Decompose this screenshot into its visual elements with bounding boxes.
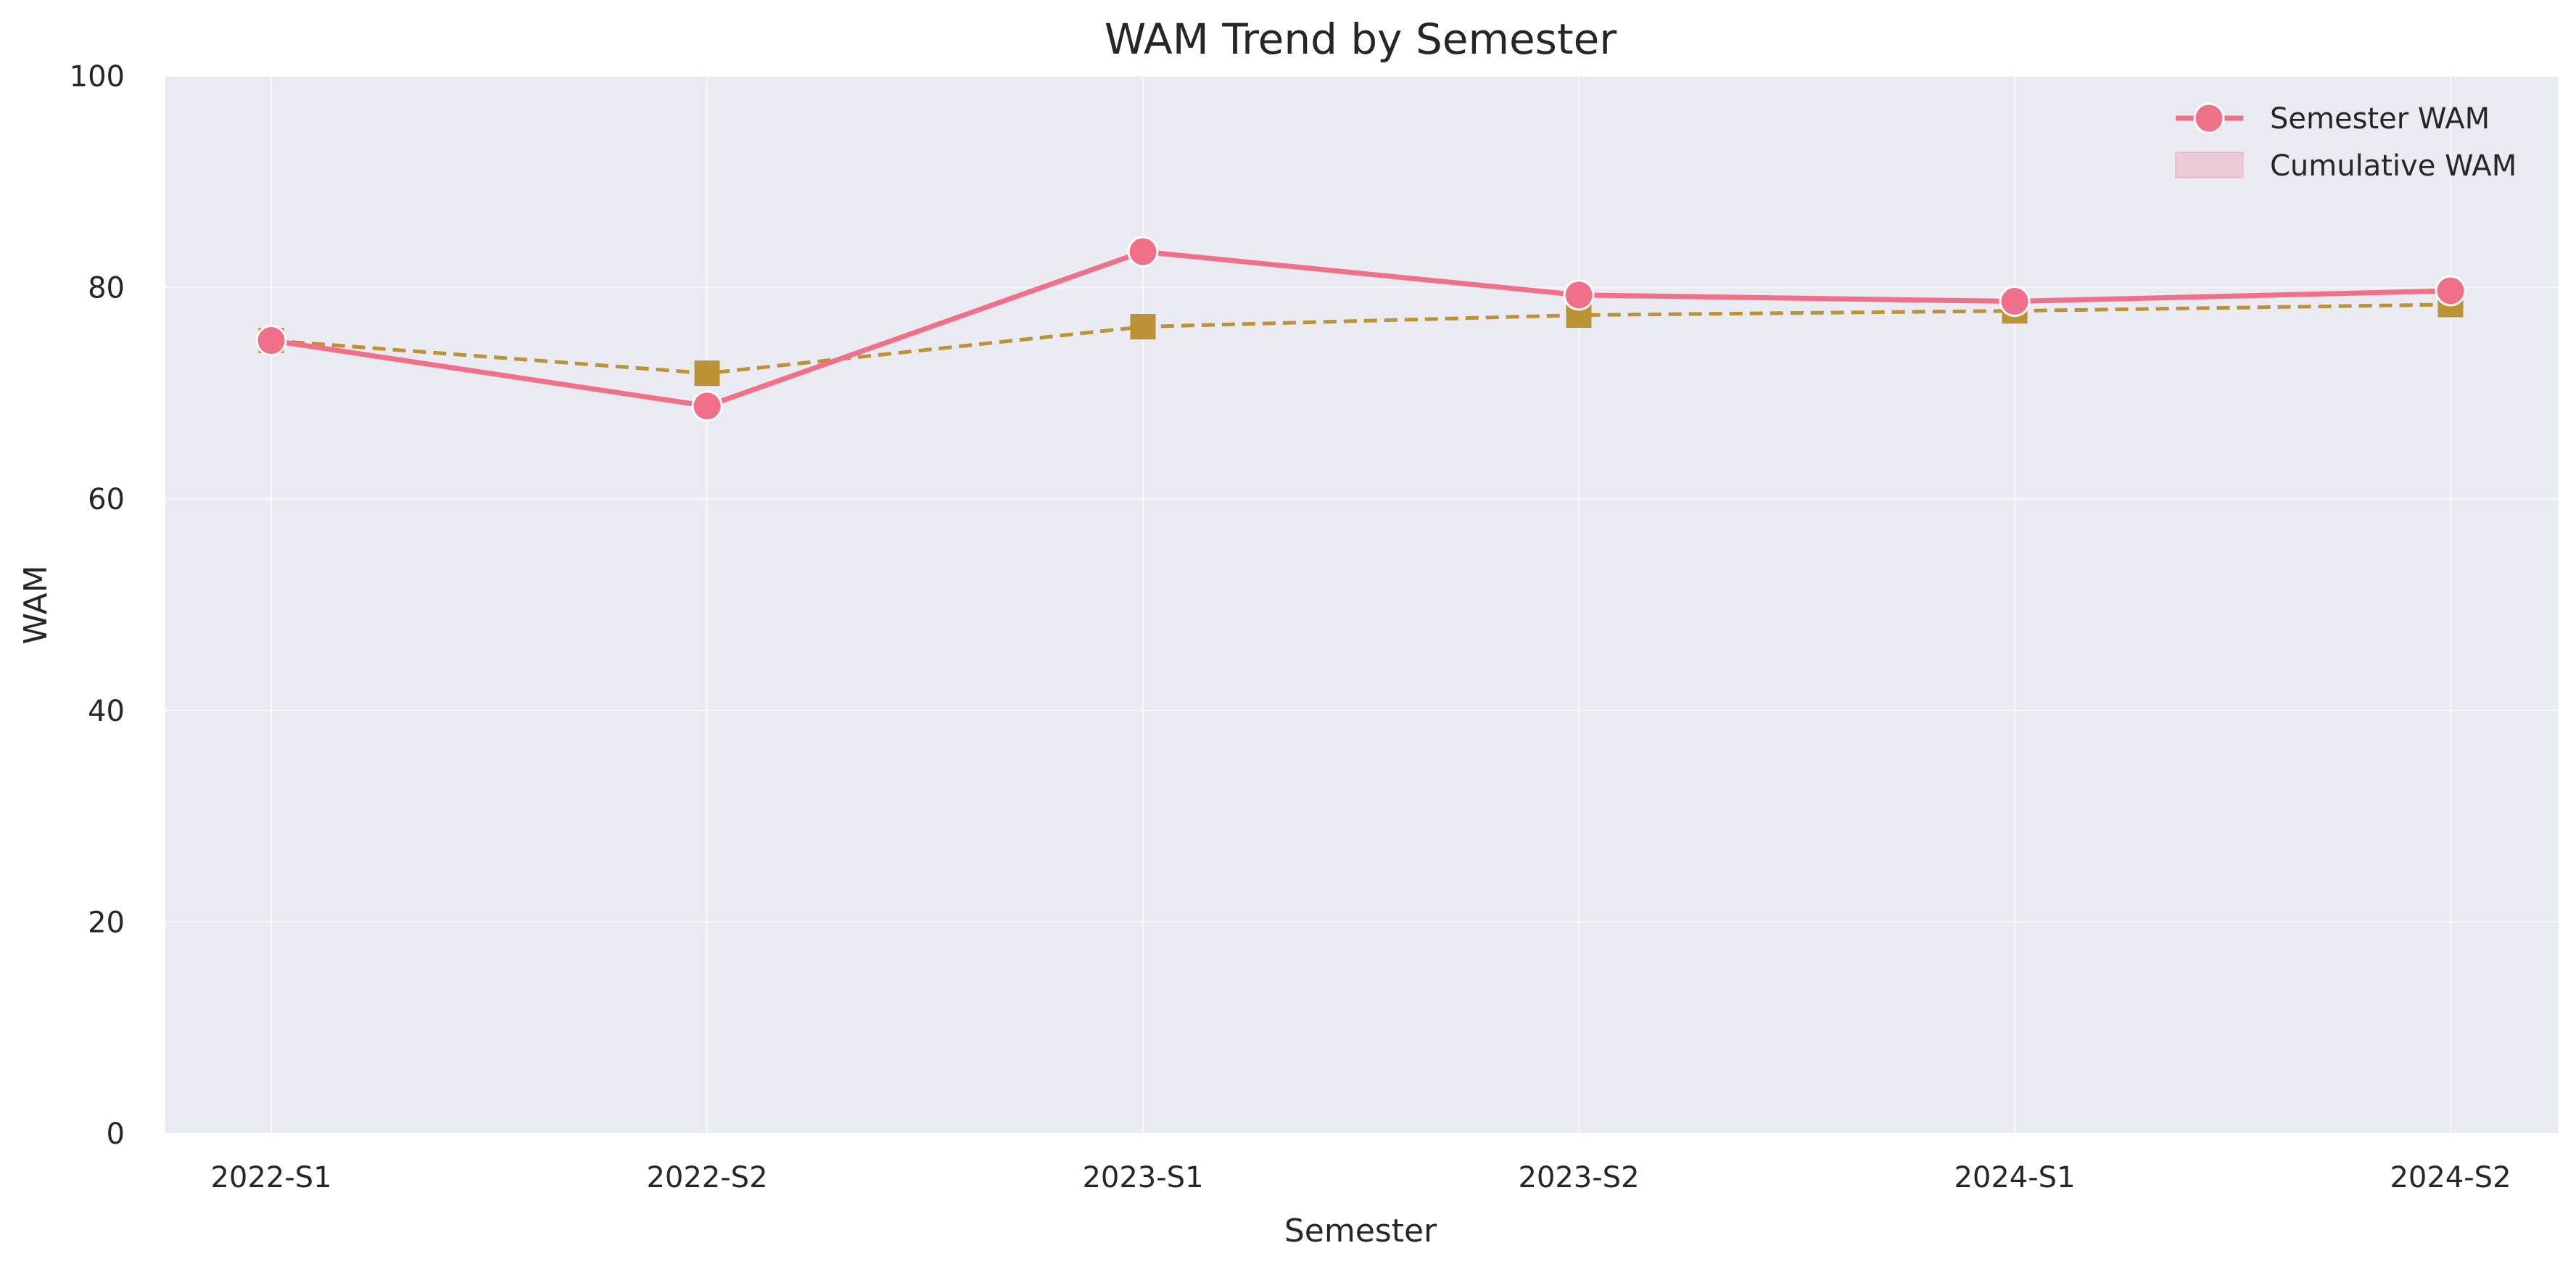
grid: [165, 75, 2559, 1134]
legend-swatch-marker: [2193, 102, 2225, 134]
y-tick-label: 60: [88, 483, 125, 516]
y-tick-label: 80: [88, 272, 125, 305]
legend-item-semester-wam: Semester WAM: [2176, 102, 2490, 136]
data-point: [691, 390, 723, 422]
y-tick-label: 100: [70, 60, 125, 94]
chart-title: WAM Trend by Semester: [1105, 15, 1617, 64]
series-layer: [255, 236, 2466, 422]
data-point: [1563, 279, 1595, 311]
legend-swatch-patch: [2175, 152, 2244, 178]
y-tick-label: 40: [88, 695, 125, 728]
series-1: [255, 236, 2466, 422]
x-tick-label: 2024-S1: [1954, 1161, 2075, 1194]
x-tick-label: 2022-S2: [646, 1161, 767, 1194]
data-point: [1130, 314, 1156, 340]
data-point: [2435, 275, 2466, 307]
series-line: [271, 302, 2451, 376]
x-tick-label: 2023-S1: [1082, 1161, 1203, 1194]
y-tick-label: 20: [88, 906, 125, 939]
x-tick-label: 2024-S2: [2390, 1161, 2511, 1194]
data-point: [255, 325, 287, 356]
data-point: [1127, 236, 1159, 268]
x-tick-label: 2023-S2: [1518, 1161, 1639, 1194]
y-tick-label: 0: [107, 1118, 125, 1151]
legend-item-cumulative-wam: Cumulative WAM: [2175, 149, 2517, 183]
ticks: 0 20 40 60 80 100 2022-S1 2022-S2 2023-S1 2023-S2…: [70, 60, 2511, 1194]
x-axis-label: Semester: [1284, 1213, 1437, 1250]
plot-background: [165, 76, 2559, 1133]
data-point: [1999, 286, 2031, 318]
legend-label-cumulative-wam: Cumulative WAM: [2270, 149, 2517, 183]
data-point: [694, 360, 720, 387]
series-line: [271, 249, 2451, 409]
legend: Semester WAM Cumulative WAM: [2175, 102, 2517, 183]
x-tick-label: 2022-S1: [210, 1161, 331, 1194]
legend-label-semester-wam: Semester WAM: [2270, 102, 2490, 136]
y-axis-label: WAM: [17, 565, 54, 644]
